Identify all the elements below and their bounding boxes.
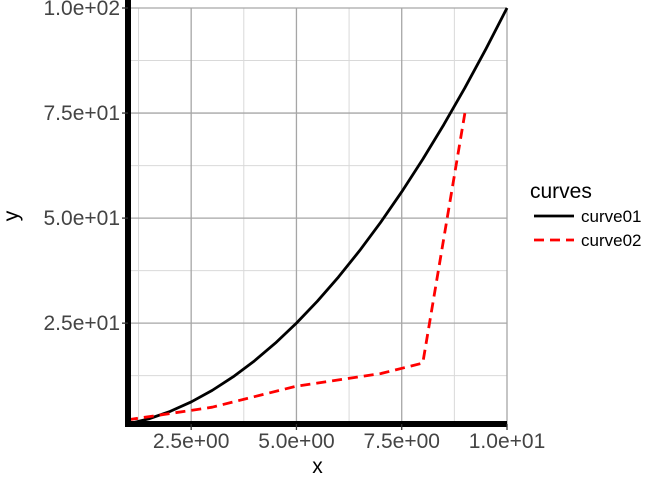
legend: curves curve01 curve02 <box>530 180 641 250</box>
y-tick-label: 5.0e+01 <box>44 207 121 230</box>
y-tick-label: 7.5e+01 <box>44 102 121 125</box>
series-line-curve01 <box>127 7 509 426</box>
tick-labels: 2.5e+00 5.0e+00 7.5e+00 1.0e+01 2.5e+01 5.0e+… <box>44 0 546 453</box>
major-gridlines <box>128 7 508 424</box>
y-axis-title: y <box>0 210 23 221</box>
minor-gridlines <box>128 8 507 424</box>
x-tick-label: 5.0e+00 <box>258 430 335 453</box>
x-tick-label: 7.5e+00 <box>363 430 440 453</box>
series-line-curve02 <box>127 112 467 422</box>
x-tick-label: 1.0e+01 <box>469 430 546 453</box>
legend-label-curve02: curve02 <box>581 231 641 250</box>
legend-label-curve01: curve01 <box>581 207 641 226</box>
axes <box>125 0 507 427</box>
y-tick-label: 1.0e+02 <box>44 0 121 20</box>
x-tick-label: 2.5e+00 <box>153 430 230 453</box>
legend-title: curves <box>530 180 592 203</box>
x-axis-title: x <box>312 455 323 478</box>
series-layer <box>127 7 509 426</box>
y-tick-label: 2.5e+01 <box>44 312 121 335</box>
